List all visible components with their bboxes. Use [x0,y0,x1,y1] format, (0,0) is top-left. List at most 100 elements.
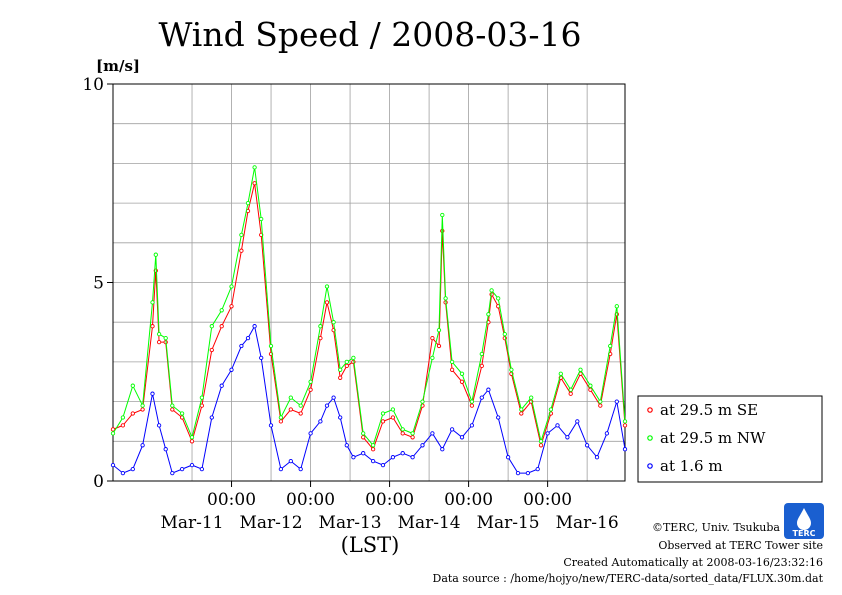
data-point [318,335,323,341]
x-date-label: Mar-13 [319,513,382,533]
x-tick-label: 00:00 [444,490,493,510]
data-point [622,419,628,424]
data-point [308,431,313,436]
series-layer [110,165,628,476]
data-point [179,411,185,416]
data-point [568,387,573,392]
x-date-label: Mar-12 [240,513,303,533]
data-point [209,415,214,420]
data-point [308,387,313,392]
data-point [594,455,600,460]
data-point [130,411,135,416]
data-point [361,431,366,436]
data-point [259,216,264,222]
data-point [219,308,224,313]
y-tick-label: 10 [82,75,104,95]
data-point [351,455,356,460]
data-point [614,304,619,309]
data-point [588,387,593,392]
data-point [436,327,442,333]
legend-label: at 29.5 m NW [660,429,766,447]
data-point [430,431,435,436]
series-line [112,183,626,451]
data-point [459,371,465,376]
data-point [120,415,126,420]
data-point [390,455,396,460]
data-point [338,375,343,380]
data-point [361,435,366,440]
data-point [110,427,116,432]
data-point [614,399,619,404]
data-point [229,367,234,372]
footer-created: Created Automatically at 2008-03-16/23:3… [563,556,823,569]
data-point [420,399,425,404]
data-point [588,383,593,388]
data-point [298,466,303,472]
data-point [170,403,175,408]
data-point [486,387,491,392]
data-point [489,288,494,293]
data-point [344,443,349,448]
data-point [578,367,583,372]
logo-text: TERC [793,529,816,538]
data-point [153,252,158,257]
data-point [519,411,524,416]
footer-source: Data source : /home/hojyo/new/TERC-data/… [433,572,824,585]
x-date-label: Mar-16 [556,513,619,533]
data-point [163,335,168,341]
data-point [538,443,544,448]
data-point [380,411,386,416]
data-point [324,300,330,305]
data-point [469,399,475,404]
data-point [140,407,145,412]
data-point [370,458,376,464]
data-point [459,435,465,440]
data-point [390,415,396,420]
data-point [209,347,214,353]
data-point [189,462,195,468]
data-point [390,407,396,412]
legend-marker [647,407,653,413]
data-point [179,466,185,472]
data-point [449,359,455,365]
data-point [469,423,475,428]
data-point [598,399,603,404]
data-point [298,411,303,416]
data-point [496,296,501,301]
x-tick-label: 00:00 [286,490,335,510]
data-point [150,391,155,396]
data-point [324,284,330,289]
data-point [298,403,303,408]
data-point [199,395,205,400]
data-point [449,367,455,372]
data-point [370,443,376,448]
data-point [120,423,126,428]
data-point [219,324,224,329]
data-point [170,407,175,412]
data-point [410,435,415,440]
data-point [229,284,234,289]
data-point [163,447,168,452]
data-point [420,443,425,448]
data-point [568,391,573,396]
data-point [150,324,155,329]
data-point [584,443,590,448]
data-point [380,419,386,424]
data-point [239,248,244,253]
data-point [545,431,550,436]
x-date-label: Mar-15 [477,513,540,533]
data-point [509,367,514,372]
data-point [245,335,251,341]
footer-copyright: ©TERC, Univ. Tsukuba [652,521,780,534]
legend-label: at 1.6 m [660,457,723,475]
data-point [130,466,135,472]
series-3 [110,324,628,476]
data-point [479,363,484,369]
data-point [140,403,145,408]
data-point [288,407,293,412]
data-point [479,351,484,357]
data-point [259,355,264,361]
chart-title: Wind Speed / 2008-03-16 [158,15,581,54]
data-point [209,324,214,329]
